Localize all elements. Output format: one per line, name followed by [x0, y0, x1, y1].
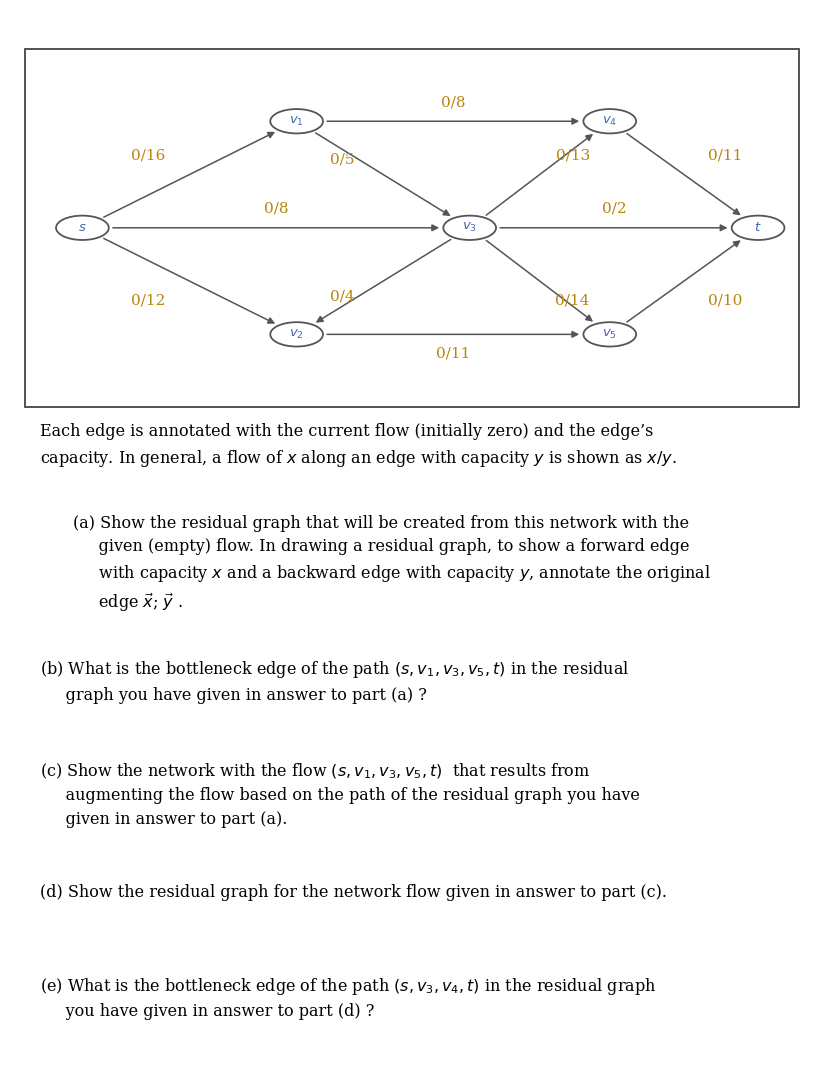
Text: (d) Show the residual graph for the network flow given in answer to part (c).: (d) Show the residual graph for the netw… [40, 884, 667, 902]
Circle shape [583, 109, 636, 133]
Circle shape [732, 215, 784, 240]
Circle shape [443, 215, 496, 240]
Text: 0/14: 0/14 [555, 293, 590, 307]
Text: $t$: $t$ [754, 221, 762, 235]
Text: $v_2$: $v_2$ [289, 328, 304, 341]
Text: $s$: $s$ [78, 221, 87, 235]
Circle shape [56, 215, 109, 240]
FancyBboxPatch shape [25, 49, 799, 406]
Text: 0/12: 0/12 [131, 293, 166, 307]
Text: (a) Show the residual graph that will be created from this network with the
    : (a) Show the residual graph that will be… [73, 515, 710, 614]
Text: 0/11: 0/11 [708, 149, 742, 163]
Text: $v_5$: $v_5$ [602, 328, 617, 341]
Text: 0/4: 0/4 [330, 289, 354, 303]
Text: (b) What is the bottleneck edge of the path $(s, v_1, v_3, v_5, t)$ in the resid: (b) What is the bottleneck edge of the p… [40, 659, 629, 704]
Text: 0/10: 0/10 [708, 293, 742, 307]
Text: 0/2: 0/2 [602, 202, 626, 215]
Text: 0/13: 0/13 [555, 149, 590, 163]
Text: (e) What is the bottleneck edge of the path $(s, v_3, v_4, t)$ in the residual g: (e) What is the bottleneck edge of the p… [40, 976, 656, 1021]
Text: (c) Show the network with the flow $(s, v_1, v_3, v_5, t)$  that results from
  : (c) Show the network with the flow $(s, … [40, 761, 639, 828]
Text: 0/11: 0/11 [436, 346, 471, 360]
Text: Each edge is annotated with the current flow (initially zero) and the edge’s
cap: Each edge is annotated with the current … [40, 423, 677, 468]
Text: $v_1$: $v_1$ [289, 115, 304, 128]
Text: $v_3$: $v_3$ [462, 221, 477, 235]
Circle shape [583, 323, 636, 346]
Text: 0/16: 0/16 [131, 149, 166, 163]
Circle shape [270, 109, 323, 133]
Text: 0/8: 0/8 [264, 202, 288, 215]
Text: 0/5: 0/5 [330, 152, 354, 166]
Text: 0/8: 0/8 [441, 95, 466, 109]
Circle shape [270, 323, 323, 346]
Text: $v_4$: $v_4$ [602, 115, 617, 128]
